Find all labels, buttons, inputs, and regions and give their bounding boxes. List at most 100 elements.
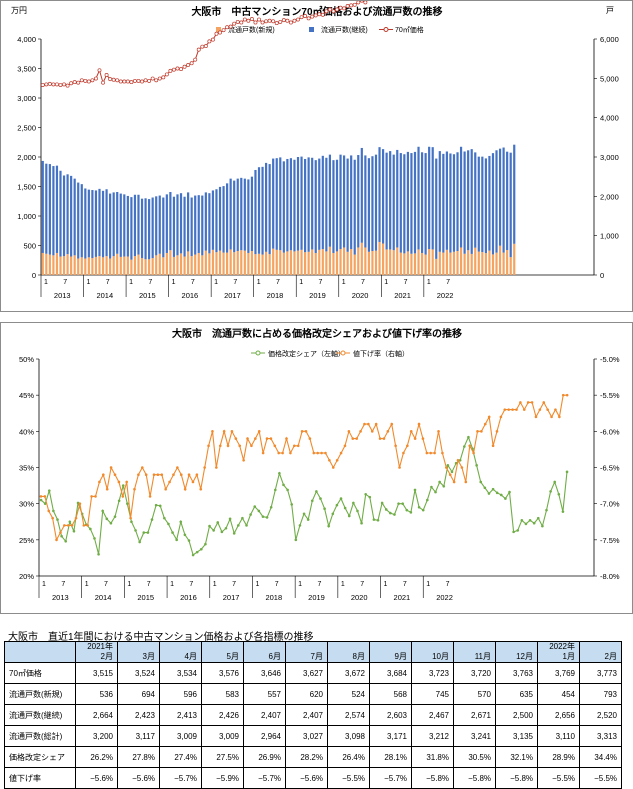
left-tick-label: 1,500 (17, 183, 36, 192)
price-point (264, 19, 269, 24)
bar-new-units (513, 243, 516, 275)
price-point (132, 78, 137, 83)
price-revision-share-point (204, 542, 207, 546)
price-revision-share-point (138, 540, 141, 544)
price-revision-share-point (290, 503, 294, 506)
bar-new-units (133, 256, 137, 275)
price-point (154, 78, 159, 83)
x-month-label: 7 (63, 279, 67, 286)
table-header-row: 2021年 2月 3月 4月 5月 6月 7月 8月 9月 10月 11月 12月… (4, 641, 622, 663)
discount-rate-point (179, 473, 183, 477)
discount-rate-point (74, 516, 78, 520)
bar-continuing-units (208, 193, 211, 254)
bar-new-units (137, 254, 140, 275)
x-month-label: 1 (127, 581, 131, 588)
bar-continuing-units (374, 154, 378, 251)
bar-continuing-units (456, 152, 459, 252)
discount-rate-point (425, 451, 429, 455)
price-revision-share-point (220, 530, 224, 534)
bar-new-units (452, 251, 456, 275)
column-month-label: 5月 (226, 652, 239, 661)
bar-continuing-units (378, 147, 381, 242)
x-month-label: 1 (427, 279, 431, 286)
bar-continuing-units (491, 153, 495, 255)
discount-rate-point (277, 451, 281, 455)
price-point (232, 21, 237, 26)
bar-continuing-units (286, 158, 289, 252)
discount-rate-point (70, 524, 74, 527)
bar-new-units (456, 251, 459, 275)
bar-new-units (261, 254, 264, 275)
x-month-label: 7 (189, 581, 193, 588)
bar-continuing-units (176, 194, 179, 256)
x-year-label: 2017 (223, 593, 240, 602)
discount-rate-point (441, 451, 444, 455)
table-cell: 2,671 (453, 704, 496, 726)
bar-continuing-units (151, 197, 154, 259)
discount-rate-point (168, 480, 171, 484)
price-point (86, 79, 91, 84)
table-cell: −5.7% (243, 767, 286, 789)
bar-new-units (502, 252, 505, 275)
discount-rate-point (464, 480, 468, 484)
bar-continuing-units (265, 162, 268, 252)
discount-rate-point (390, 422, 394, 426)
bar-new-units (45, 253, 48, 275)
discount-rate-point (289, 451, 292, 455)
bar-new-units (162, 257, 165, 275)
x-month-label: 1 (342, 279, 346, 286)
bar-continuing-units (438, 151, 441, 252)
price-revision-share-point (126, 502, 129, 505)
price-point (246, 18, 251, 23)
discount-rate-point (359, 430, 362, 433)
table-cell: −5.7% (159, 767, 202, 789)
x-month-label: 7 (318, 581, 322, 588)
bar-continuing-units (449, 153, 452, 253)
bar-new-units (240, 250, 243, 275)
price-revision-share-point (208, 524, 211, 528)
price-point (320, 12, 325, 17)
bar-new-units (314, 252, 317, 275)
bar-new-units (286, 251, 289, 275)
table-column-header: 12月 (495, 641, 538, 663)
bar-new-units (158, 253, 161, 275)
bar-continuing-units (459, 146, 463, 248)
price-point (90, 78, 95, 83)
left-tick-label: 20% (19, 572, 34, 581)
discount-rate-point (351, 437, 355, 440)
right-axis-unit: 戸 (606, 6, 614, 15)
price-point (285, 18, 290, 23)
legend-swatch (309, 27, 314, 32)
bar-new-units (495, 252, 498, 275)
price-revision-share-point (495, 491, 499, 495)
price-revision-share-point (331, 512, 335, 516)
x-month-label: 1 (42, 581, 46, 588)
table-body: 70㎡価格 3,515 3,524 3,534 3,576 3,646 3,627 3,672… (4, 662, 622, 789)
x-year-label: 2013 (54, 291, 71, 300)
bar-new-units (52, 255, 55, 275)
column-year-label (206, 642, 239, 652)
bar-new-units (155, 255, 158, 275)
table-cell: 28.9% (537, 746, 580, 768)
table-row: 流通戸数(総計) 3,200 3,117 3,009 3,009 2,964 3,027 3,… (4, 725, 622, 747)
discount-rate-point (148, 495, 152, 498)
price-revision-share-point (195, 550, 199, 554)
left-tick-label: 2,500 (17, 124, 36, 133)
price-point (125, 79, 130, 84)
bar-new-units (229, 249, 232, 275)
price-point (281, 18, 286, 23)
bar-new-units (367, 251, 370, 275)
bar-continuing-units (133, 194, 137, 257)
bar-continuing-units (45, 163, 48, 254)
table-column-header: 2月 (579, 641, 622, 663)
bar-new-units (491, 254, 495, 275)
bar-new-units (403, 253, 406, 275)
price-point (349, 3, 354, 8)
discount-rate-point (285, 437, 288, 440)
bar-new-units (208, 253, 211, 275)
discount-rate-point (394, 444, 397, 448)
bar-continuing-units (364, 155, 367, 248)
x-year-label: 2022 (437, 291, 454, 300)
price-point (150, 76, 155, 81)
